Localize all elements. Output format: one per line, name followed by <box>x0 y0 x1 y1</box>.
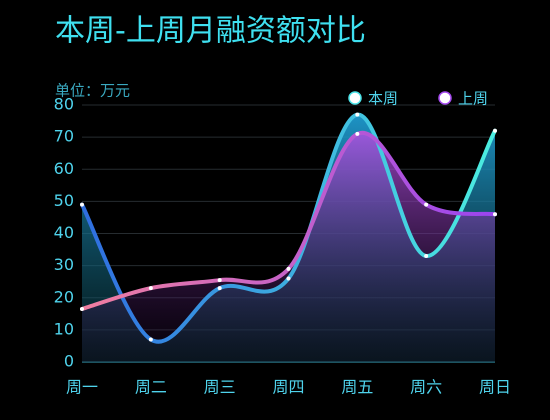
point <box>493 212 497 217</box>
x-tick-label: 周四 <box>272 378 304 397</box>
point <box>217 278 222 283</box>
legend-label: 本周 <box>368 90 398 108</box>
y-tick-label: 70 <box>54 127 74 146</box>
y-tick-label: 50 <box>54 191 74 210</box>
point <box>355 112 360 117</box>
y-tick-label: 40 <box>54 223 74 242</box>
x-tick-label: 周二 <box>135 378 167 397</box>
line <box>80 130 497 311</box>
legend-marker <box>438 91 452 105</box>
legend-label: 上周 <box>458 90 488 108</box>
chart-title: 本周-上周月融资额对比 <box>55 14 366 49</box>
y-tick-label: 60 <box>54 159 74 178</box>
x-tick-label: 周五 <box>341 378 373 397</box>
x-tick-label: 周日 <box>479 378 511 397</box>
point <box>286 266 291 271</box>
x-tick-label: 周六 <box>410 378 442 397</box>
point <box>148 337 153 342</box>
y-tick-label: 10 <box>54 319 74 338</box>
unit-label: 单位：万元 <box>55 82 130 100</box>
area <box>82 132 495 362</box>
y-tick-label: 0 <box>64 352 74 371</box>
x-tick-label: 周一 <box>66 378 98 397</box>
y-tick-label: 20 <box>54 287 74 306</box>
point <box>217 286 222 291</box>
point <box>424 253 429 258</box>
point <box>80 306 84 311</box>
point <box>286 276 291 281</box>
y-tick-label: 80 <box>54 95 74 114</box>
legend-marker <box>348 91 362 105</box>
point <box>80 202 84 207</box>
x-tick-label: 周三 <box>204 378 236 397</box>
y-tick-label: 30 <box>54 255 74 274</box>
point <box>424 202 429 207</box>
point <box>355 131 360 136</box>
point <box>148 286 153 291</box>
point <box>493 128 497 133</box>
